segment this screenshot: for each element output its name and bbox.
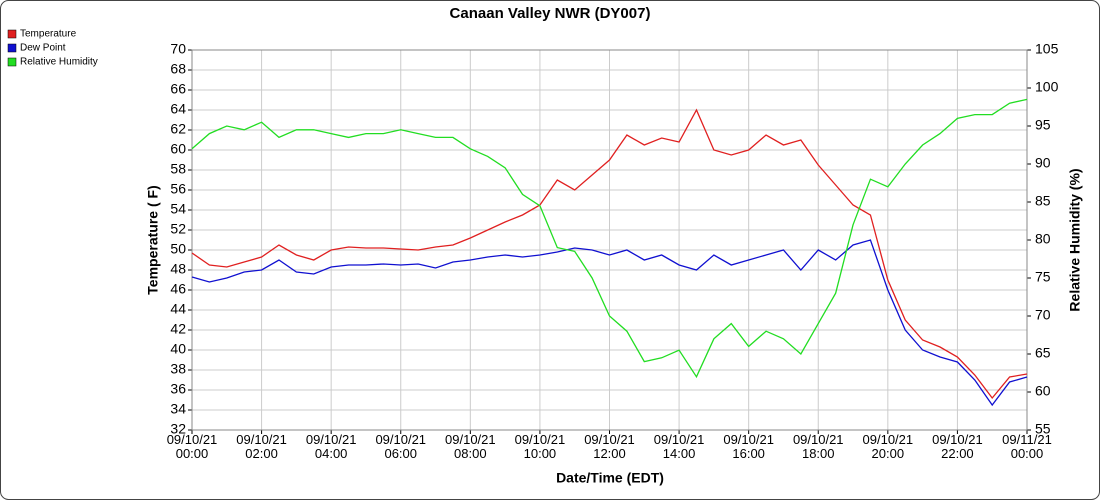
y-tick-label: 32: [170, 421, 186, 437]
y-tick-label: 64: [170, 101, 186, 117]
y-axis-label: Temperature ( F): [145, 185, 161, 294]
y-tick-label: 54: [170, 201, 186, 217]
series-line: [191, 239, 1028, 407]
y2-tick-label: 105: [1035, 41, 1059, 57]
chart-title: Canaan Valley NWR (DY007): [450, 5, 651, 22]
x-tick-label: 09/10/21 18:00: [792, 432, 844, 461]
legend-label: Temperature: [20, 29, 77, 40]
legend-swatch: [7, 57, 17, 67]
x-tick-label: 09/10/21 08:00: [445, 432, 496, 461]
y-tick-label: 52: [170, 221, 186, 237]
y-tick-label: 68: [170, 61, 186, 77]
y-tick-label: 34: [170, 401, 186, 417]
y-tick-label: 36: [170, 381, 186, 397]
y2-tick-label: 60: [1035, 383, 1051, 399]
y-tick-label: 56: [170, 181, 186, 197]
y2-tick-label: 75: [1035, 269, 1051, 285]
x-axis-label: Date/Time (EDT): [556, 470, 664, 486]
x-tick-label: 09/10/21 00:00: [166, 432, 218, 461]
legend-label: Dew Point: [20, 43, 66, 54]
y-tick-label: 70: [170, 41, 186, 57]
plot-frame: [191, 49, 1028, 431]
y-tick-label: 40: [170, 341, 186, 357]
y-tick-label: 42: [170, 321, 186, 337]
y2-tick-label: 100: [1035, 79, 1059, 95]
x-tick-label: 09/10/21 04:00: [305, 432, 357, 461]
y-tick-label: 60: [170, 141, 186, 157]
x-tick-label: 09/10/21 20:00: [862, 432, 914, 461]
y-tick-label: 50: [170, 241, 186, 257]
y-tick-label: 48: [170, 261, 186, 277]
x-tick-label: 09/10/21 10:00: [514, 432, 566, 461]
legend-label: Relative Humidity: [20, 57, 98, 68]
y-tick-label: 62: [170, 121, 186, 137]
y2-tick-label: 65: [1035, 345, 1051, 361]
x-tick-label: 09/10/21 16:00: [723, 432, 774, 461]
y2-tick-label: 90: [1035, 155, 1051, 171]
legend-swatch: [7, 43, 17, 53]
x-tick-label: 09/10/21 02:00: [236, 432, 287, 461]
y-tick-label: 58: [170, 161, 186, 177]
legend-swatch: [7, 29, 17, 39]
y2-tick-label: 55: [1035, 421, 1051, 437]
series-line: [191, 98, 1028, 379]
y-tick-label: 66: [170, 81, 186, 97]
series-line: [191, 108, 1028, 400]
x-tick-label: 09/11/21 00:00: [1002, 432, 1052, 461]
y2-tick-label: 85: [1035, 193, 1051, 209]
x-tick-label: 09/10/21 12:00: [584, 432, 635, 461]
x-tick-label: 09/10/21 22:00: [932, 432, 983, 461]
y-tick-label: 44: [170, 301, 186, 317]
y-tick-label: 46: [170, 281, 186, 297]
y2-tick-label: 70: [1035, 307, 1051, 323]
x-tick-label: 09/10/21 14:00: [653, 432, 705, 461]
y2-tick-label: 80: [1035, 231, 1051, 247]
y2-tick-label: 95: [1035, 117, 1051, 133]
y2-axis-label: Relative Humidity (%): [1067, 168, 1083, 311]
x-tick-label: 09/10/21 06:00: [375, 432, 427, 461]
y-tick-label: 38: [170, 361, 186, 377]
